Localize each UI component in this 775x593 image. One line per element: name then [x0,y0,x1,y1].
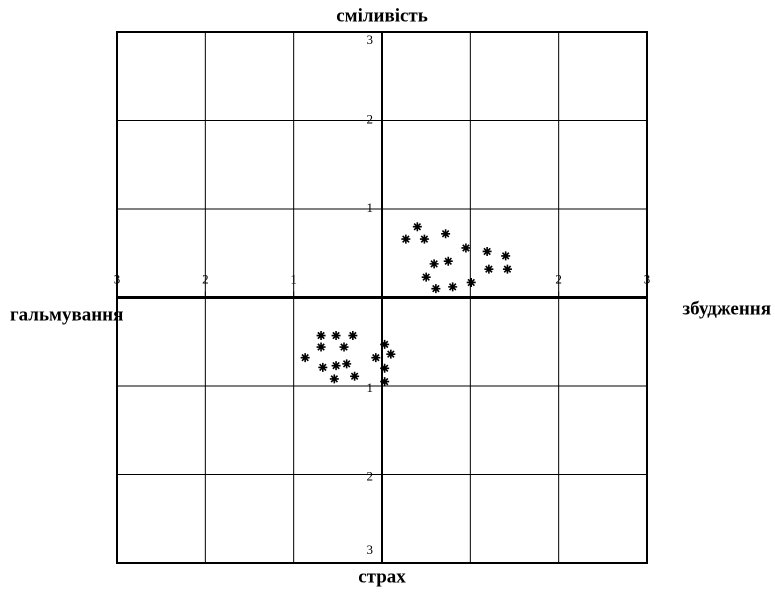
point [339,342,349,352]
point [318,362,328,372]
point [300,353,310,363]
point [401,234,411,244]
point [331,331,341,341]
point [371,353,381,363]
point [329,374,339,384]
chart-title: сміливість [336,5,428,26]
point [431,284,441,294]
y-tick-label: 2 [367,111,374,126]
point [443,256,453,266]
y-tick-label: 3 [367,542,374,557]
x-tick-label: 3 [644,271,651,286]
y-tick-label: 2 [367,468,374,483]
point [380,377,390,387]
bottom-label: страх [358,566,406,587]
point [419,234,429,244]
point [421,272,431,282]
point [429,259,439,269]
point [484,264,494,274]
point [482,246,492,256]
x-tick-label: 2 [202,271,209,286]
point [386,349,396,359]
x-tick-label: 2 [555,271,562,286]
x-tick-label: 1 [290,271,297,286]
point [412,222,422,232]
y-tick-label: 3 [367,32,374,47]
point [501,251,511,261]
point [348,331,358,341]
point [331,361,341,371]
point [350,371,360,381]
point [461,243,471,253]
point [380,339,390,349]
y-tick-label: 1 [367,380,374,395]
point [466,277,476,287]
point [316,342,326,352]
point [448,282,458,292]
point [502,264,512,274]
point [342,359,352,369]
point [316,331,326,341]
right-label: збудження [683,298,771,319]
y-tick-label: 1 [367,200,374,215]
x-tick-label: 3 [114,271,121,286]
point [441,229,451,239]
left-label: гальмування [10,304,123,325]
point [380,363,390,373]
